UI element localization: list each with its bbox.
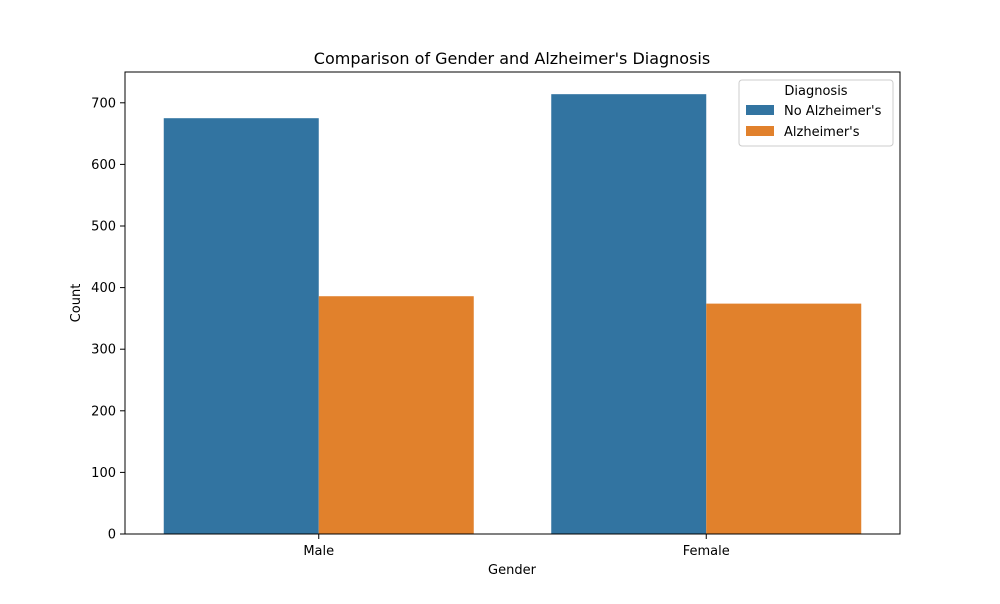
x-tick-label-female: Female: [683, 544, 730, 559]
chart-title: Comparison of Gender and Alzheimer's Dia…: [314, 49, 710, 68]
bar-male-alzheimer-s: [318, 296, 474, 534]
y-tick-label: 0: [108, 528, 116, 543]
bars-layer: [163, 94, 862, 535]
bar-female-alzheimer-s: [706, 303, 862, 534]
legend-label-alzheimer-s: Alzheimer's: [784, 125, 860, 140]
y-tick-label: 500: [91, 220, 116, 235]
legend-label-no-alzheimer-s: No Alzheimer's: [784, 104, 882, 119]
legend-swatch-alzheimer-s: [746, 126, 774, 136]
y-tick-label: 200: [91, 404, 116, 419]
bar-female-no-alzheimer-s: [551, 94, 707, 535]
y-tick-label: 400: [91, 281, 116, 296]
x-tick-label-male: Male: [303, 544, 334, 559]
legend: Diagnosis No Alzheimer's Alzheimer's: [738, 79, 894, 147]
y-axis-label: Count: [69, 284, 84, 323]
x-axis: Male Female: [303, 534, 730, 559]
y-axis: 0 100 200 300 400 500 600 700: [91, 96, 125, 543]
legend-items: No Alzheimer's Alzheimer's: [746, 104, 882, 140]
bar-male-no-alzheimer-s: [163, 118, 319, 534]
legend-swatch-no-alzheimer-s: [746, 105, 774, 115]
legend-box: [738, 79, 894, 147]
plot-frame: [124, 71, 901, 535]
y-tick-label: 600: [91, 158, 116, 173]
y-tick-label: 700: [91, 96, 116, 111]
y-tick-label: 100: [91, 466, 116, 481]
y-tick-label: 300: [91, 343, 116, 358]
legend-title: Diagnosis: [784, 84, 847, 99]
x-axis-label: Gender: [488, 563, 537, 578]
